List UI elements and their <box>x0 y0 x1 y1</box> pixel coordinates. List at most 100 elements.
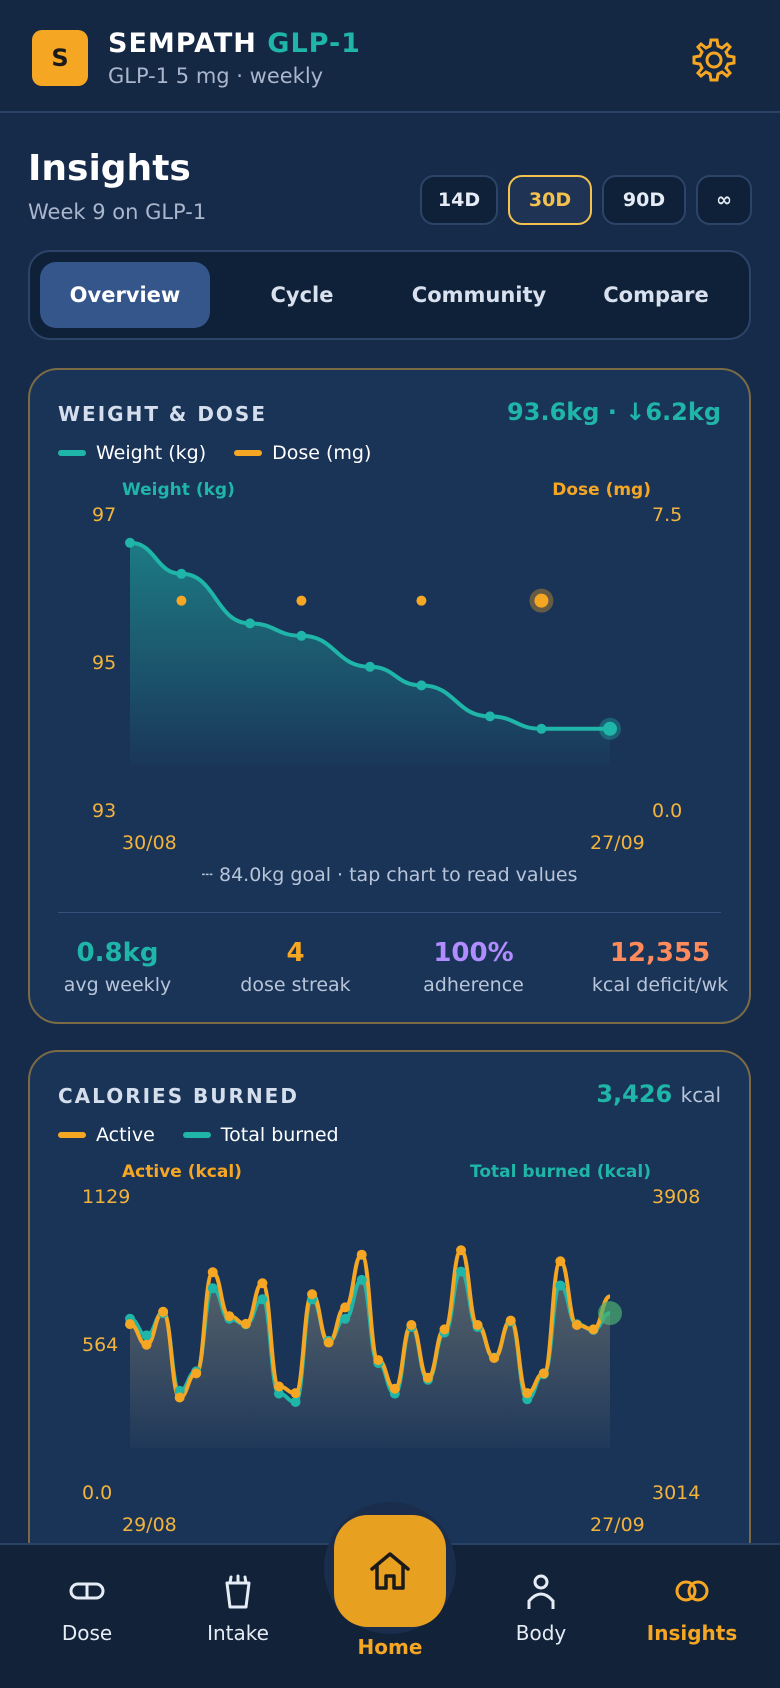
home-button[interactable] <box>334 1515 446 1627</box>
dose-point <box>176 595 187 606</box>
chart-legend: Active Total burned <box>58 1124 339 1146</box>
active-point <box>224 1311 235 1322</box>
legend-swatch-dose <box>234 450 263 456</box>
calories-headline-unit: kcal <box>680 1083 721 1107</box>
range-30d-button[interactable]: 30D <box>508 175 592 225</box>
stat-kcal-deficit: 12,355 kcal deficit/wk <box>565 938 749 996</box>
app-title: SEMPATH GLP-1 <box>108 28 361 59</box>
active-point <box>571 1319 582 1330</box>
active-point <box>174 1392 185 1403</box>
active-point <box>522 1388 533 1399</box>
home-label: Home <box>357 1635 423 1659</box>
weight-headline: 93.6kg · ↓6.2kg <box>507 398 721 426</box>
y-tick-left: 93 <box>92 800 117 822</box>
tab-overview[interactable]: Overview <box>40 262 210 328</box>
page-subtitle: Week 9 on GLP-1 <box>28 200 207 224</box>
calories-area <box>130 1271 610 1448</box>
active-point <box>439 1324 450 1335</box>
calories-chart[interactable] <box>30 1052 751 1522</box>
person-icon <box>527 1574 555 1609</box>
legend-weight: Weight (kg) <box>58 442 206 464</box>
legend-active: Active <box>58 1124 155 1146</box>
y-tick-left: 1129 <box>82 1186 131 1208</box>
tab-compare[interactable]: Compare <box>603 283 709 307</box>
active-point <box>323 1337 334 1348</box>
left-axis-label: Active (kcal) <box>122 1162 242 1182</box>
active-point <box>588 1324 599 1335</box>
stat-value: 4 <box>286 938 305 968</box>
stat-value: 0.8kg <box>76 938 159 968</box>
weight-point <box>245 618 255 629</box>
weight-point <box>485 711 495 722</box>
pill-icon <box>69 1582 105 1600</box>
section-tabs: Overview Cycle Community Compare <box>28 250 751 340</box>
active-point <box>273 1381 284 1392</box>
y-tick-right: 0.0 <box>652 800 683 822</box>
y-tick-left: 564 <box>82 1334 119 1356</box>
y-tick-left: 95 <box>92 652 117 674</box>
x-tick: 29/08 <box>122 1514 177 1536</box>
range-90d-button[interactable]: 90D <box>602 175 686 225</box>
active-point <box>538 1368 549 1379</box>
total-point <box>207 1283 218 1294</box>
legend-label-total: Total burned <box>220 1124 339 1146</box>
tab-community[interactable]: Community <box>411 283 547 307</box>
app-header: S SEMPATH GLP-1 GLP-1 5 mg · weekly <box>0 0 780 113</box>
chart-legend: Weight (kg) Dose (mg) <box>58 442 371 464</box>
total-point <box>273 1388 284 1399</box>
y-tick-right: 3908 <box>652 1186 701 1208</box>
active-point <box>158 1306 169 1317</box>
weight-point <box>416 680 427 691</box>
active-point <box>489 1352 500 1363</box>
gear-icon[interactable] <box>690 36 738 84</box>
active-point <box>191 1368 202 1379</box>
calories-headline-value: 3,426 <box>596 1080 673 1108</box>
range-all-button[interactable]: ∞ <box>696 175 752 225</box>
dose-point <box>296 595 307 606</box>
x-tick: 27/09 <box>590 1514 645 1536</box>
weight-point <box>176 568 187 579</box>
dose-point <box>416 595 427 606</box>
page-title: Insights <box>28 148 191 189</box>
legend-dose: Dose (mg) <box>234 442 371 464</box>
active-point <box>340 1302 351 1313</box>
app-title-main: SEMPATH <box>108 28 257 59</box>
nav-label: Intake <box>207 1621 269 1645</box>
chart-note: ┄ 84.0kg goal · tap chart to read values <box>201 864 578 886</box>
active-point <box>290 1388 301 1399</box>
legend-total: Total burned <box>182 1124 339 1146</box>
y-tick-right: 7.5 <box>652 504 683 526</box>
right-axis-label: Total burned (kcal) <box>470 1162 651 1182</box>
weight-point <box>536 723 547 734</box>
right-axis-label: Dose (mg) <box>552 480 651 500</box>
total-point <box>356 1274 367 1285</box>
active-point <box>456 1245 467 1256</box>
active-point <box>505 1315 516 1326</box>
x-tick: 27/09 <box>590 832 645 854</box>
weight-dose-chart[interactable] <box>30 370 751 840</box>
active-point <box>257 1278 268 1289</box>
active-point <box>406 1319 417 1330</box>
y-tick-right: 3014 <box>652 1482 701 1504</box>
range-14d-button[interactable]: 14D <box>420 175 498 225</box>
tab-cycle[interactable]: Cycle <box>270 283 334 307</box>
stat-label: dose streak <box>240 974 351 996</box>
legend-label-dose: Dose (mg) <box>272 442 372 464</box>
y-tick-left: 0.0 <box>82 1482 113 1504</box>
total-point <box>257 1294 268 1305</box>
left-axis-label: Weight (kg) <box>122 480 235 500</box>
card-title: WEIGHT & DOSE <box>58 402 267 426</box>
stat-label: adherence <box>423 974 524 996</box>
stat-avg-weekly: 0.8kg avg weekly <box>30 938 205 996</box>
nav-label: Body <box>515 1621 567 1645</box>
calories-headline: 3,426 kcal <box>596 1080 721 1108</box>
legend-swatch-active <box>58 1132 86 1138</box>
nav-label: Insights <box>646 1621 738 1645</box>
legend-label-active: Active <box>96 1124 155 1146</box>
stat-label: kcal deficit/wk <box>591 974 729 996</box>
app-logo: S <box>32 30 88 86</box>
weight-dose-card: WEIGHT & DOSE 93.6kg · ↓6.2kg Weight (kg… <box>28 368 751 1024</box>
total-point <box>555 1280 566 1291</box>
active-point <box>422 1372 433 1383</box>
weight-area <box>130 542 610 766</box>
